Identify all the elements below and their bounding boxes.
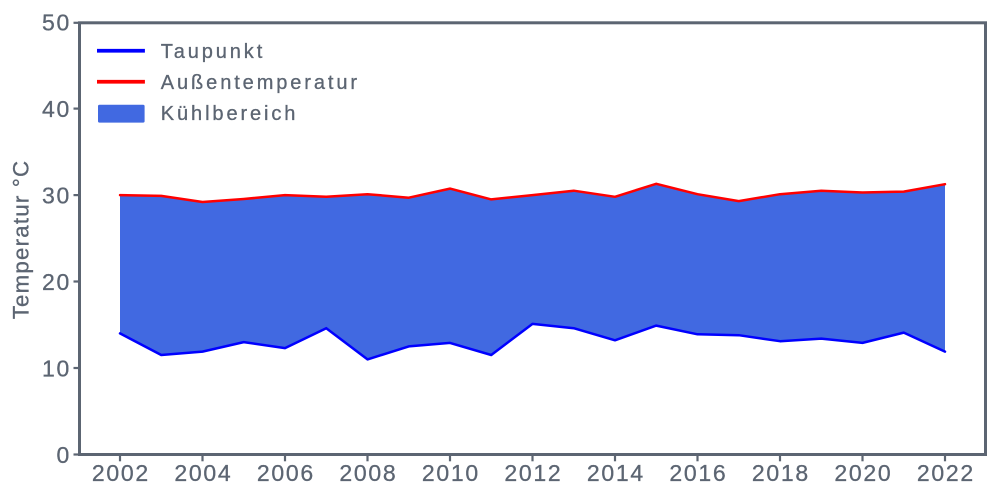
svg-text:Temperatur °C: Temperatur °C bbox=[9, 160, 34, 320]
svg-text:2016: 2016 bbox=[669, 460, 727, 486]
svg-text:0: 0 bbox=[57, 442, 72, 468]
svg-text:2022: 2022 bbox=[917, 460, 975, 486]
svg-text:2018: 2018 bbox=[752, 460, 810, 486]
svg-text:2004: 2004 bbox=[174, 460, 232, 486]
svg-text:40: 40 bbox=[42, 96, 71, 122]
svg-text:50: 50 bbox=[42, 10, 71, 36]
svg-text:2012: 2012 bbox=[504, 460, 562, 486]
svg-text:Außentemperatur: Außentemperatur bbox=[161, 72, 360, 94]
svg-text:20: 20 bbox=[42, 269, 71, 295]
svg-text:10: 10 bbox=[42, 356, 71, 382]
svg-text:Kühlbereich: Kühlbereich bbox=[161, 103, 299, 125]
svg-text:2006: 2006 bbox=[257, 460, 315, 486]
svg-text:2014: 2014 bbox=[587, 460, 645, 486]
svg-text:Taupunkt: Taupunkt bbox=[161, 41, 265, 63]
svg-text:2002: 2002 bbox=[92, 460, 150, 486]
svg-text:2008: 2008 bbox=[339, 460, 397, 486]
svg-text:2010: 2010 bbox=[422, 460, 480, 486]
svg-text:30: 30 bbox=[42, 183, 71, 209]
svg-text:2020: 2020 bbox=[834, 460, 892, 486]
